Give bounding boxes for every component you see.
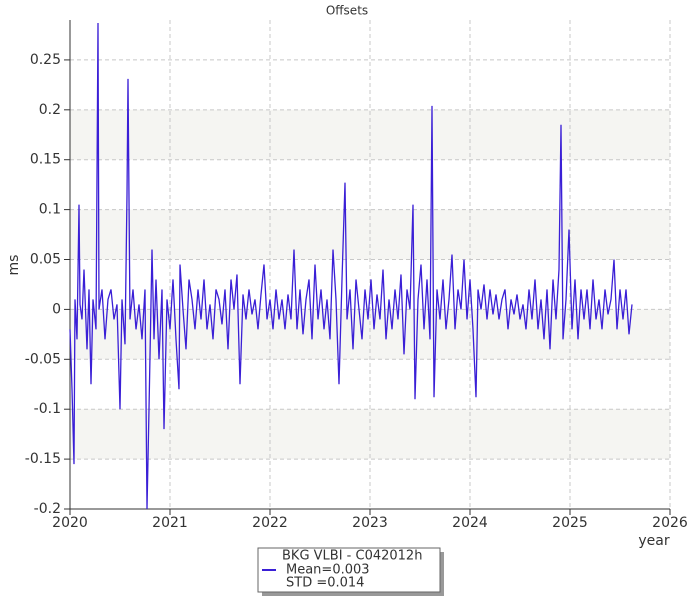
y-axis-label: ms [6, 255, 22, 276]
x-tick-label: 2026 [652, 515, 688, 531]
x-tick-label: 2021 [152, 515, 188, 531]
y-tick-label: 0.1 [39, 202, 61, 218]
x-tick-label: 2025 [552, 515, 588, 531]
x-tick-label: 2020 [52, 515, 88, 531]
x-tick-label: 2022 [252, 515, 288, 531]
x-tick-label: 2023 [352, 515, 388, 531]
y-tick-label: -0.05 [25, 351, 61, 367]
x-axis-label: year [638, 533, 669, 549]
x-tick-label: 2024 [452, 515, 488, 531]
chart-title: Offsets [326, 4, 368, 18]
y-tick-label: 0 [52, 301, 61, 317]
legend-note: STD =0.014 [286, 576, 364, 591]
data-line [69, 22, 633, 510]
y-tick-label: -0.2 [34, 501, 61, 517]
legend-box [257, 547, 441, 593]
y-tick-label: -0.1 [34, 401, 61, 417]
y-tick-label: 0.25 [30, 52, 61, 68]
y-tick-label: 0.15 [30, 152, 61, 168]
y-tick-label: -0.15 [25, 451, 61, 467]
legend-note: Mean=0.003 [286, 563, 370, 578]
y-tick-label: 0.2 [39, 102, 61, 118]
y-tick-label: 0.05 [30, 252, 61, 268]
legend-label: BKG VLBI - C042012h [282, 549, 422, 564]
